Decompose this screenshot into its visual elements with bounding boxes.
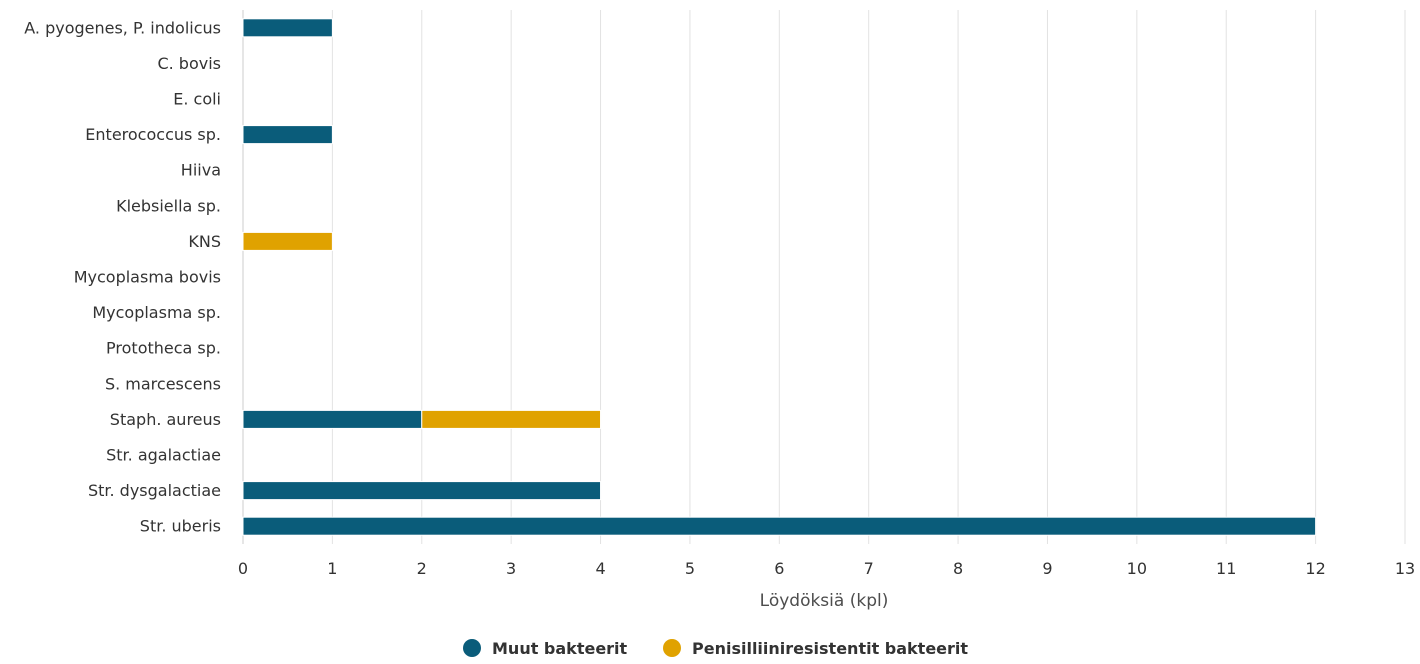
x-tick-label: 8 xyxy=(953,559,963,578)
x-tick-label: 13 xyxy=(1395,559,1415,578)
x-tick-label: 1 xyxy=(327,559,337,578)
x-tick-labels: 0 1 2 3 4 5 6 7 8 9 10 11 12 13 xyxy=(238,559,1415,578)
x-tick-label: 5 xyxy=(685,559,695,578)
legend-item[interactable]: Penisilliiniresistentit bakteerit xyxy=(663,639,968,658)
category-label: Enterococcus sp. xyxy=(85,125,221,144)
category-label: KNS xyxy=(188,232,221,251)
bar-segment[interactable] xyxy=(242,125,333,145)
x-axis-title: Löydöksiä (kpl) xyxy=(760,591,889,611)
category-label: Hiiva xyxy=(181,161,221,180)
category-label: Prototheca sp. xyxy=(106,339,221,358)
legend[interactable]: Muut bakteerit Penisilliiniresistentit ba… xyxy=(463,639,968,658)
x-tick-label: 10 xyxy=(1127,559,1147,578)
category-label: Str. dysgalactiae xyxy=(88,481,221,500)
x-tick-label: 6 xyxy=(774,559,784,578)
x-tick-label: 12 xyxy=(1305,559,1325,578)
category-label: Mycoplasma sp. xyxy=(92,303,221,322)
category-label: Str. agalactiae xyxy=(106,446,221,465)
legend-item[interactable]: Muut bakteerit xyxy=(463,639,628,658)
bar-segment[interactable] xyxy=(242,18,333,38)
bar-segment[interactable] xyxy=(242,231,333,251)
category-label: Staph. aureus xyxy=(110,410,221,429)
legend-label: Muut bakteerit xyxy=(492,639,628,658)
category-label: Str. uberis xyxy=(140,517,221,536)
x-tick-label: 9 xyxy=(1042,559,1052,578)
category-label: C. bovis xyxy=(157,54,221,73)
bar-segment[interactable] xyxy=(242,481,602,501)
x-tick-label: 2 xyxy=(417,559,427,578)
legend-marker xyxy=(663,639,681,657)
bars xyxy=(242,18,1317,536)
legend-marker xyxy=(463,639,481,657)
x-tick-label: 11 xyxy=(1216,559,1236,578)
legend-label: Penisilliiniresistentit bakteerit xyxy=(692,639,968,658)
x-tick-label: 3 xyxy=(506,559,516,578)
bar-segment[interactable] xyxy=(242,409,423,429)
category-label: Mycoplasma bovis xyxy=(74,268,221,287)
x-tick-label: 4 xyxy=(595,559,605,578)
category-label: A. pyogenes, P. indolicus xyxy=(24,18,221,37)
category-label: Klebsiella sp. xyxy=(116,196,221,215)
bar-segment[interactable] xyxy=(242,516,1317,536)
x-tick-label: 0 xyxy=(238,559,248,578)
x-tick-label: 7 xyxy=(864,559,874,578)
category-labels: A. pyogenes, P. indolicus C. bovis E. coli… xyxy=(24,18,221,535)
category-label: E. coli xyxy=(173,90,221,109)
bar-segment[interactable] xyxy=(421,409,602,429)
grid-lines xyxy=(242,10,1406,544)
category-label: S. marcescens xyxy=(105,374,221,393)
